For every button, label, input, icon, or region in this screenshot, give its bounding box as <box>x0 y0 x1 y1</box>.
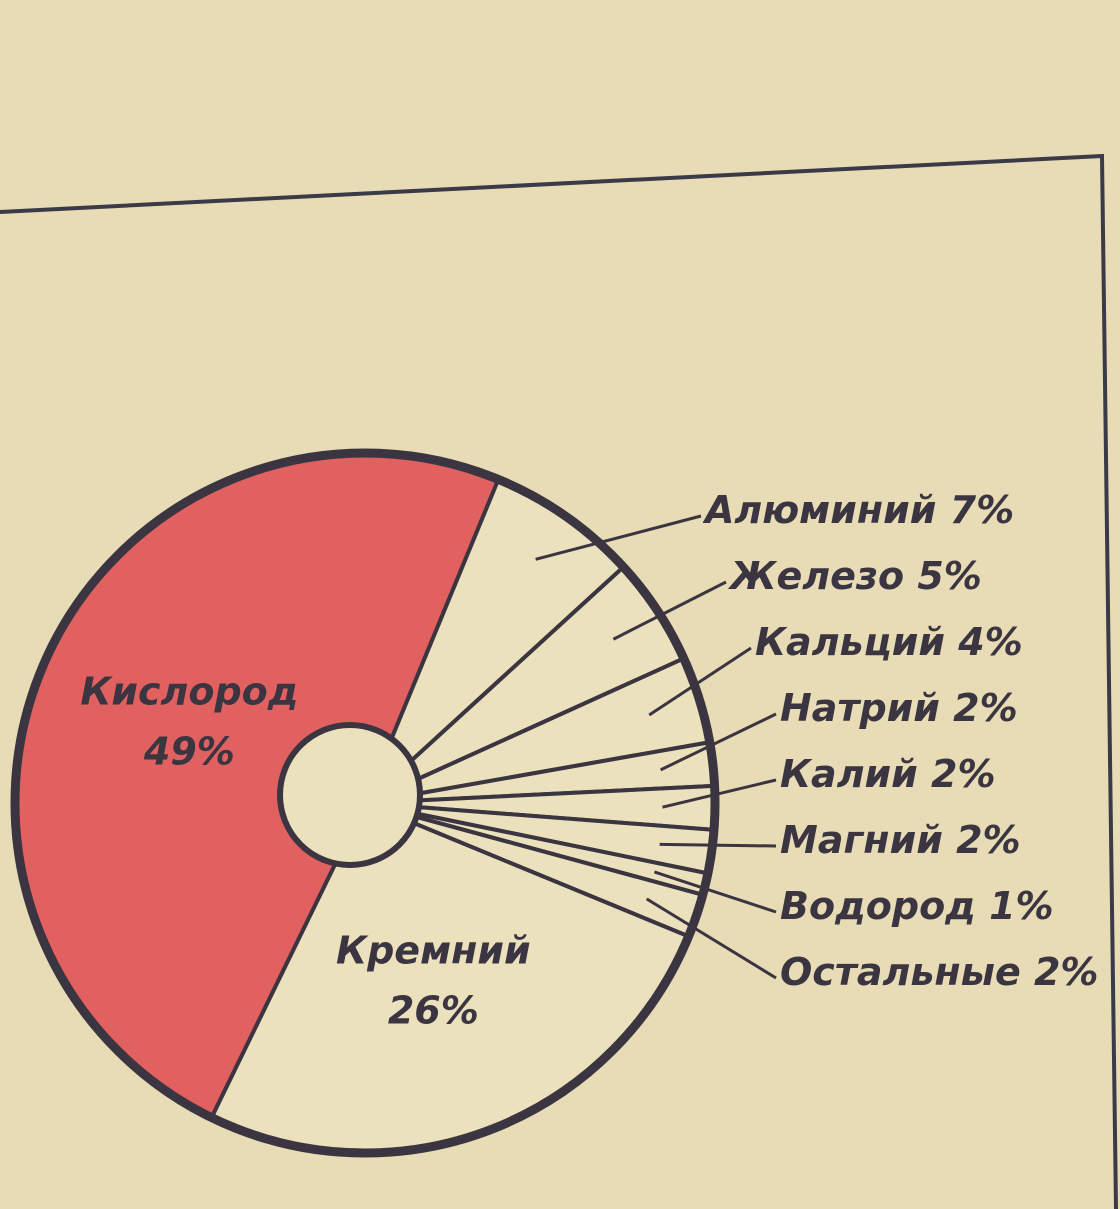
slice-label: Магний <box>780 818 943 862</box>
slice-label: Остальные <box>780 950 1021 994</box>
leader-line <box>645 897 777 980</box>
slice-label-group: Кальций 4% <box>755 620 1023 664</box>
slice-value: 2% <box>956 818 1021 862</box>
slice-value: 2% <box>931 752 996 796</box>
slice-value: 7% <box>950 488 1015 532</box>
pie: Кислород 49% Алюминий 7% Железо 5% Кальций 4… <box>10 448 1099 1158</box>
slice-label-group: Магний 2% <box>780 818 1021 862</box>
slice-value: 1% <box>989 884 1054 928</box>
slice-label: Алюминий <box>702 488 936 532</box>
slice-label: Кремний <box>336 928 531 972</box>
slice-value: 2% <box>953 686 1018 730</box>
slice-label-group: Железо 5% <box>727 554 982 598</box>
pie-hole <box>277 722 423 868</box>
slice-label-group: Остальные 2% <box>780 950 1099 994</box>
pie-outline <box>10 448 720 1158</box>
leader-line <box>648 646 752 717</box>
slice-label: Кальций <box>755 620 945 664</box>
slice-value: 49% <box>143 730 235 774</box>
leader-line <box>653 870 777 914</box>
slice-label: Железо <box>727 554 904 598</box>
slice-label-group: Калий 2% <box>780 752 996 796</box>
leader-line <box>535 514 702 561</box>
slice-label: Водород <box>780 884 976 928</box>
slice-label: Калий <box>780 752 918 796</box>
slice-value: 2% <box>1034 950 1099 994</box>
slice-label-group: Водород 1% <box>780 884 1054 928</box>
slice-value: 5% <box>917 554 982 598</box>
slice-label: Кислород <box>80 670 298 714</box>
leader-line <box>659 842 777 848</box>
leader-line <box>659 712 777 772</box>
slice-label-group: Алюминий 7% <box>702 488 1014 532</box>
slice-value: 26% <box>388 988 479 1032</box>
leader-line <box>612 580 727 641</box>
page-frame <box>0 153 1118 1209</box>
slice-value: 4% <box>957 620 1023 664</box>
slice-label: Натрий <box>780 686 940 730</box>
slice-label-group: Натрий 2% <box>780 686 1018 730</box>
